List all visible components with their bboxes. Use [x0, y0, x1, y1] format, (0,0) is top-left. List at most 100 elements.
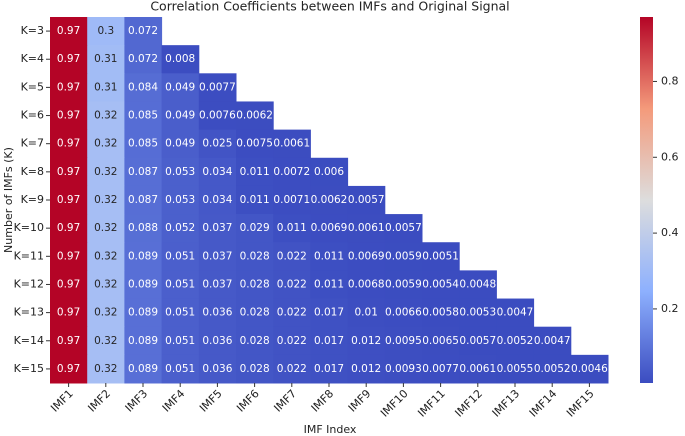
- y-tick-label: K=13: [14, 306, 44, 319]
- cell: [310, 214, 349, 243]
- cell: [198, 185, 237, 215]
- cell-label: 0.97: [57, 363, 80, 375]
- cell: [124, 298, 163, 328]
- cell-label: 0.0076: [199, 110, 236, 122]
- cell-label: 0.97: [57, 335, 80, 347]
- cell: [384, 270, 423, 300]
- y-tick-label: K=10: [14, 221, 44, 234]
- cell: [50, 17, 88, 46]
- cell: [50, 101, 88, 131]
- y-tick-label: K=4: [21, 52, 44, 65]
- cell-label: 0.0077: [199, 81, 236, 93]
- cell: [273, 129, 311, 159]
- cell-label: 0.084: [128, 81, 158, 93]
- cell-label: 0.0069: [348, 250, 385, 262]
- cell-label: 0.97: [57, 166, 80, 178]
- cell-label: 0.049: [165, 138, 195, 150]
- cell: [87, 17, 125, 46]
- cell: [87, 73, 125, 102]
- cell: [124, 354, 163, 384]
- cell-label: 0.0051: [422, 250, 459, 262]
- cell: [459, 270, 497, 300]
- cell-label: 0.0062: [311, 194, 348, 206]
- cell: [310, 270, 349, 300]
- cell-label: 0.0093: [385, 363, 422, 375]
- cell: [198, 298, 237, 328]
- colorbar: [640, 17, 653, 383]
- cell: [50, 214, 88, 243]
- cell-label: 0.0072: [273, 166, 310, 178]
- cell: [236, 354, 274, 384]
- cell-label: 0.0095: [385, 335, 422, 347]
- cell-label: 0.0066: [385, 307, 422, 319]
- cell: [459, 354, 497, 384]
- cell: [198, 101, 237, 131]
- cell-label: 0.022: [277, 335, 307, 347]
- cell: [50, 157, 88, 187]
- cell-label: 0.072: [128, 25, 158, 37]
- cell: [161, 45, 200, 74]
- cell: [533, 326, 572, 356]
- cell-label: 0.97: [57, 81, 80, 93]
- cell: [124, 185, 163, 215]
- cell-label: 0.028: [240, 250, 270, 262]
- cell-label: 0.01: [355, 307, 378, 319]
- cell-label: 0.089: [128, 278, 158, 290]
- cell-label: 0.32: [94, 307, 117, 319]
- cell: [161, 157, 200, 187]
- cell-label: 0.089: [128, 363, 158, 375]
- cell-label: 0.97: [57, 307, 80, 319]
- cell: [87, 101, 125, 131]
- cell: [273, 185, 311, 215]
- cell-label: 0.036: [202, 307, 232, 319]
- cell: [50, 354, 88, 384]
- cell-label: 0.072: [128, 53, 158, 65]
- cell: [236, 326, 274, 356]
- cell: [124, 101, 163, 131]
- cell: [124, 242, 163, 271]
- colorbar-tick-label: 0.8: [661, 74, 679, 87]
- cell-label: 0.034: [202, 166, 232, 178]
- cell-label: 0.0068: [348, 278, 385, 290]
- cell: [236, 214, 274, 243]
- cell-label: 0.017: [314, 335, 344, 347]
- cell-label: 0.028: [240, 307, 270, 319]
- cell: [236, 185, 274, 215]
- cell: [422, 242, 460, 271]
- y-tick-label: K=5: [21, 80, 44, 93]
- cell: [273, 298, 311, 328]
- cell-label: 0.037: [202, 278, 232, 290]
- cell: [347, 242, 386, 271]
- cell-label: 0.0061: [348, 222, 385, 234]
- cell-label: 0.049: [165, 81, 195, 93]
- cell: [87, 214, 125, 243]
- cell-label: 0.029: [240, 222, 270, 234]
- cell: [124, 129, 163, 159]
- cell-label: 0.028: [240, 335, 270, 347]
- y-tick-label: K=15: [14, 362, 44, 375]
- cell: [496, 298, 535, 328]
- cell: [198, 129, 237, 159]
- cell: [236, 270, 274, 300]
- cell: [236, 157, 274, 187]
- cell-label: 0.0052: [497, 335, 534, 347]
- cell: [496, 354, 535, 384]
- cell: [384, 214, 423, 243]
- cell: [236, 298, 274, 328]
- cell: [50, 129, 88, 159]
- y-axis-label: Number of IMFs (K): [2, 147, 15, 253]
- cell-label: 0.32: [94, 335, 117, 347]
- cell: [50, 73, 88, 102]
- cell-label: 0.0057: [348, 194, 385, 206]
- cell-label: 0.0059: [385, 278, 422, 290]
- cell-label: 0.034: [202, 194, 232, 206]
- cell-label: 0.087: [128, 166, 158, 178]
- cell: [198, 354, 237, 384]
- cell: [273, 326, 311, 356]
- cell: [124, 214, 163, 243]
- cell: [198, 73, 237, 102]
- cell: [50, 242, 88, 271]
- cell: [161, 242, 200, 271]
- cell: [87, 185, 125, 215]
- cell-label: 0.97: [57, 25, 80, 37]
